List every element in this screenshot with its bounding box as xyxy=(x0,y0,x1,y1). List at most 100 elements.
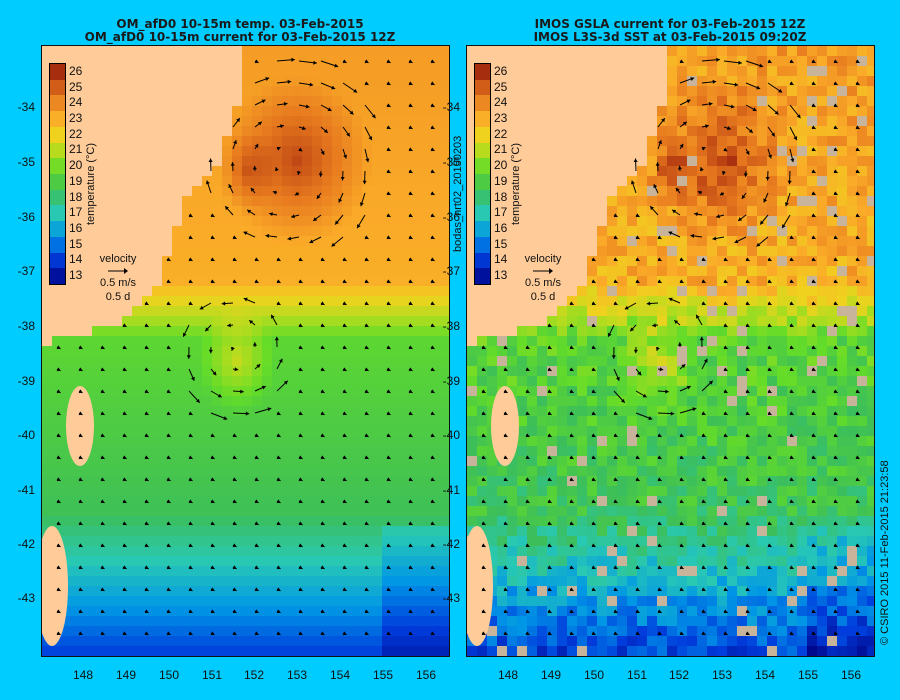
colorbar-segment xyxy=(50,158,65,174)
current-arrowhead xyxy=(703,358,708,363)
current-arrowhead xyxy=(481,565,486,570)
temperature-field xyxy=(42,46,449,656)
current-arrowhead xyxy=(655,162,660,166)
current-arrowhead xyxy=(481,521,486,526)
current-arrowhead xyxy=(569,301,574,306)
current-arrowhead xyxy=(342,477,347,482)
current-arrowhead xyxy=(386,301,391,306)
current-arrowhead xyxy=(247,209,252,214)
current-arrowhead xyxy=(833,477,838,482)
right-lon-label: 155 xyxy=(797,668,819,682)
right-lon-label: 153 xyxy=(711,668,733,682)
left-lon-label: 155 xyxy=(372,668,394,682)
current-arrowhead xyxy=(430,433,435,438)
current-arrowhead xyxy=(182,332,187,337)
current-arrowhead xyxy=(679,433,684,438)
current-arrowhead xyxy=(166,301,171,306)
current-arrowhead xyxy=(811,257,816,262)
current-arrowhead xyxy=(525,521,530,526)
current-arrowhead xyxy=(723,609,728,614)
current-arrowhead xyxy=(386,213,391,218)
current-arrowhead xyxy=(855,147,860,152)
current-arrowhead xyxy=(789,565,794,570)
current-arrowhead xyxy=(349,110,354,115)
right_panel-colorbar-tick: 25 xyxy=(494,79,508,94)
current-arrowhead xyxy=(681,364,686,369)
current-arrowhead xyxy=(386,433,391,438)
right_panel-colorbar-tick: 20 xyxy=(494,158,508,173)
current-arrowhead xyxy=(386,323,391,328)
current-arrowhead xyxy=(790,158,795,163)
current-arrowhead xyxy=(833,191,838,196)
current-arrowhead xyxy=(745,631,750,636)
island-shape xyxy=(42,526,68,646)
current-arrowhead xyxy=(701,565,706,570)
current-arrowhead xyxy=(188,477,193,482)
current-arrowhead xyxy=(811,279,816,284)
current-arrowhead xyxy=(767,631,772,636)
current-arrowhead xyxy=(386,59,391,64)
current-arrowhead xyxy=(364,323,369,328)
current-arrowhead xyxy=(56,499,61,504)
left-lat-label: -34 xyxy=(17,100,35,114)
current-arrowhead xyxy=(503,477,508,482)
current-arrowhead xyxy=(408,367,413,372)
current-arrowhead xyxy=(188,213,193,218)
current-arrowhead xyxy=(811,59,816,64)
right-colorbar xyxy=(474,63,491,285)
current-arrowhead xyxy=(657,279,662,284)
current-arrowhead xyxy=(525,411,530,416)
current-arrowhead xyxy=(78,367,83,372)
current-arrowhead xyxy=(613,257,618,262)
current-arrowhead xyxy=(767,609,772,614)
current-arrowhead xyxy=(100,499,105,504)
current-arrowhead xyxy=(195,398,200,403)
right-lon-label: 149 xyxy=(540,668,562,682)
current-arrowhead xyxy=(276,433,281,438)
current-arrowhead xyxy=(166,543,171,548)
current-arrowhead xyxy=(261,99,266,104)
current-arrowhead xyxy=(320,521,325,526)
current-arrowhead xyxy=(767,301,772,306)
current-arrowhead xyxy=(254,257,259,262)
current-arrowhead xyxy=(811,323,816,328)
current-arrowhead xyxy=(430,125,435,130)
current-arrowhead xyxy=(635,631,640,636)
right-map-panel[interactable] xyxy=(466,45,875,657)
current-arrowhead xyxy=(525,477,530,482)
current-arrowhead xyxy=(855,411,860,416)
right_panel-colorbar-tick: 13 xyxy=(494,268,508,283)
current-arrowhead xyxy=(364,411,369,416)
current-arrowhead xyxy=(232,279,237,284)
current-arrowhead xyxy=(364,609,369,614)
current-arrowhead xyxy=(789,609,794,614)
current-arrowhead xyxy=(386,169,391,174)
current-arrowhead xyxy=(100,609,105,614)
current-arrowhead xyxy=(210,235,215,240)
current-arrowhead xyxy=(188,411,193,416)
current-arrowhead xyxy=(364,345,369,350)
left-map-panel[interactable] xyxy=(41,45,450,657)
current-arrowhead xyxy=(811,367,816,372)
current-arrowhead xyxy=(56,543,61,548)
current-arrowhead xyxy=(298,609,303,614)
current-arrowhead xyxy=(701,257,706,262)
current-arrowhead xyxy=(276,279,281,284)
current-arrowhead xyxy=(692,407,697,412)
current-arrowhead xyxy=(690,77,695,81)
current-arrowhead xyxy=(657,455,662,460)
left_panel-colorbar-tick: 25 xyxy=(69,79,83,94)
current-arrowhead xyxy=(547,455,552,460)
current-arrowhead xyxy=(855,521,860,526)
current-arrowhead xyxy=(188,499,193,504)
current-arrowhead xyxy=(364,367,369,372)
current-arrowhead xyxy=(657,609,662,614)
current-arrowhead xyxy=(503,389,508,394)
current-arrowhead xyxy=(789,521,794,526)
current-arrowhead xyxy=(408,59,413,64)
current-arrowhead xyxy=(283,380,288,385)
current-arrowhead xyxy=(232,477,237,482)
current-arrowhead xyxy=(210,433,215,438)
current-arrowhead xyxy=(745,257,750,262)
current-arrowhead xyxy=(701,631,706,636)
